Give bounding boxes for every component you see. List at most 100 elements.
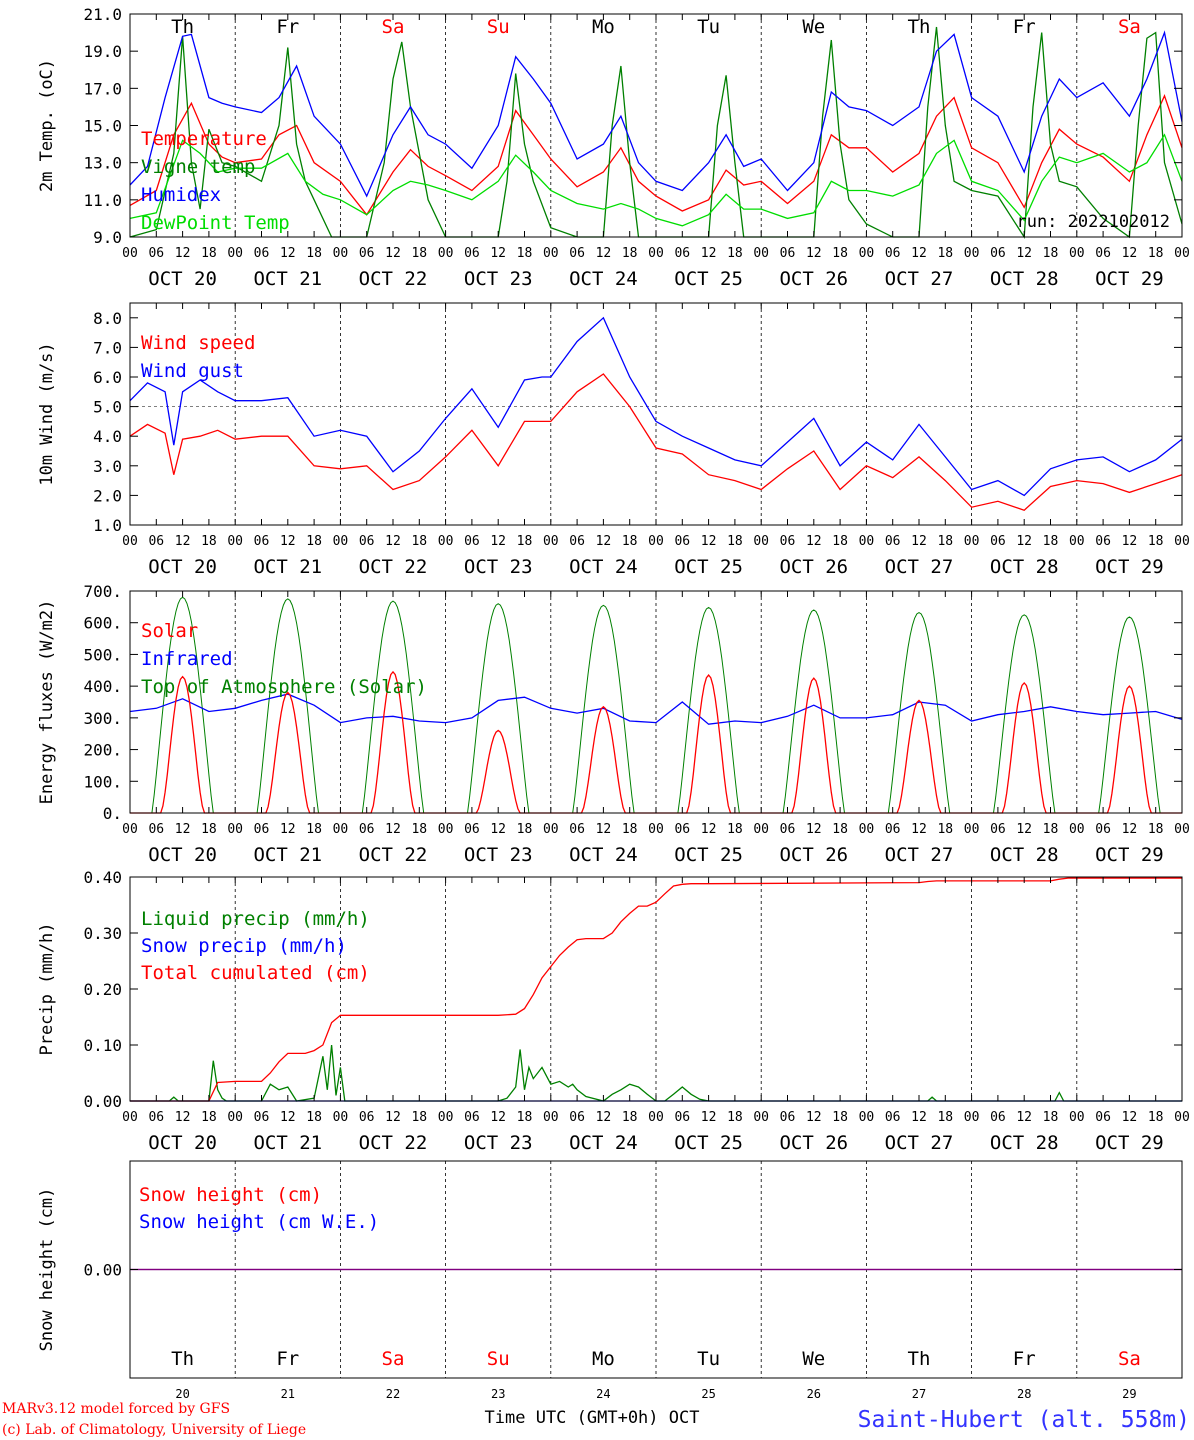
x-tick-label: 12 xyxy=(385,246,401,261)
day-name-top: Th xyxy=(908,16,931,38)
legend-entry: Wind gust xyxy=(141,360,244,382)
y-tick-label: 15.0 xyxy=(83,117,122,136)
date-label: OCT 28 xyxy=(990,556,1059,578)
x-tick-label: 12 xyxy=(175,822,191,837)
x-tick-label: 12 xyxy=(596,534,612,549)
x-tick-label: 00 xyxy=(333,246,349,261)
x-tick-label: 06 xyxy=(359,822,375,837)
day-number: 26 xyxy=(807,1387,821,1401)
y-tick-label: 6.0 xyxy=(93,368,122,387)
x-tick-label: 12 xyxy=(806,534,822,549)
x-tick-label: 00 xyxy=(122,534,138,549)
x-tick-label: 00 xyxy=(648,246,664,261)
x-tick-label: 18 xyxy=(832,822,848,837)
x-tick-label: 00 xyxy=(122,1110,138,1125)
x-tick-label: 18 xyxy=(517,822,533,837)
y-tick-label: 0.20 xyxy=(83,980,122,999)
x-tick-label: 18 xyxy=(306,822,322,837)
x-tick-label: 06 xyxy=(780,534,796,549)
date-label: OCT 26 xyxy=(779,268,848,290)
y-tick-label: 0.00 xyxy=(83,1261,122,1280)
day-number: 20 xyxy=(175,1387,189,1401)
x-tick-label: 18 xyxy=(201,534,217,549)
y-tick-label: 5.0 xyxy=(93,398,122,417)
legend-entry: Snow precip (mm/h) xyxy=(141,935,347,957)
x-tick-label: 00 xyxy=(1069,1110,1085,1125)
legend-entry: Solar xyxy=(141,620,198,642)
x-tick-label: 06 xyxy=(359,246,375,261)
day-name-bottom: Th xyxy=(908,1348,931,1370)
y-tick-label: 600. xyxy=(83,614,122,633)
x-tick-label: 00 xyxy=(227,822,243,837)
x-tick-label: 06 xyxy=(569,246,585,261)
x-tick-label: 18 xyxy=(201,1110,217,1125)
x-tick-label: 12 xyxy=(280,1110,296,1125)
x-tick-label: 18 xyxy=(832,246,848,261)
date-label: OCT 27 xyxy=(885,1132,954,1154)
x-tick-label: 00 xyxy=(648,1110,664,1125)
run-annotation: run: 2022102012 xyxy=(1016,212,1170,232)
x-tick-label: 18 xyxy=(201,822,217,837)
x-tick-label: 06 xyxy=(990,534,1006,549)
date-label: OCT 27 xyxy=(885,556,954,578)
x-tick-label: 18 xyxy=(1043,246,1059,261)
x-tick-label: 06 xyxy=(569,1110,585,1125)
day-name-bottom: Fr xyxy=(276,1348,299,1370)
y-tick-label: 19.0 xyxy=(83,42,122,61)
x-tick-label: 06 xyxy=(359,1110,375,1125)
x-tick-label: 00 xyxy=(859,1110,875,1125)
day-name-bottom: Th xyxy=(171,1348,194,1370)
x-tick-label: 06 xyxy=(885,822,901,837)
y-axis-title: 10m Wind (m/s) xyxy=(37,342,57,485)
day-name-top: Tu xyxy=(697,16,720,38)
legend-entry: Vigne temp xyxy=(141,156,255,178)
y-tick-label: 1.0 xyxy=(93,516,122,535)
x-tick-label: 00 xyxy=(753,534,769,549)
x-tick-label: 06 xyxy=(1095,534,1111,549)
series-line-wind-gust xyxy=(129,316,1183,497)
x-tick-label: 00 xyxy=(1069,534,1085,549)
x-tick-label: 18 xyxy=(1148,246,1164,261)
x-tick-label: 00 xyxy=(438,246,454,261)
x-tick-label: 00 xyxy=(438,1110,454,1125)
legend-entry: Temperature xyxy=(141,128,267,150)
date-label: OCT 23 xyxy=(464,844,533,866)
x-tick-label: 12 xyxy=(490,1110,506,1125)
x-tick-label: 00 xyxy=(122,822,138,837)
x-tick-label: 18 xyxy=(1148,1110,1164,1125)
credit-line-2: (c) Lab. of Climatology, University of L… xyxy=(2,1422,306,1438)
x-tick-label: 06 xyxy=(674,1110,690,1125)
x-tick-label: 06 xyxy=(148,534,164,549)
x-tick-label: 12 xyxy=(806,822,822,837)
legend-entry: Infrared xyxy=(141,648,233,670)
x-tick-label: 06 xyxy=(464,246,480,261)
x-tick-label: 12 xyxy=(490,534,506,549)
station-label: Saint-Hubert (alt. 558m) xyxy=(858,1407,1190,1433)
series-line-humidex xyxy=(129,30,1183,198)
labels-layer: 9.0 11.0 13.0 15.0 17.0 19.0 21.0 2m Temp. (oC)… xyxy=(37,5,1190,1401)
day-name-top: Fr xyxy=(1013,16,1036,38)
series-line-dewpoint-temp xyxy=(129,133,1183,227)
x-tick-label: 06 xyxy=(1095,1110,1111,1125)
y-tick-label: 8.0 xyxy=(93,309,122,328)
x-tick-label: 00 xyxy=(648,822,664,837)
x-tick-label: 12 xyxy=(280,534,296,549)
x-tick-label: 18 xyxy=(306,246,322,261)
x-tick-label: 12 xyxy=(280,822,296,837)
x-tick-label: 18 xyxy=(411,534,427,549)
x-tick-label: 00 xyxy=(122,246,138,261)
x-tick-label: 12 xyxy=(280,246,296,261)
day-number: 22 xyxy=(386,1387,400,1401)
date-label: OCT 22 xyxy=(359,844,428,866)
x-tick-label: 18 xyxy=(1043,1110,1059,1125)
y-tick-label: 0.30 xyxy=(83,924,122,943)
day-name-top: Mo xyxy=(592,16,615,38)
date-label: OCT 20 xyxy=(148,556,217,578)
x-tick-label: 00 xyxy=(648,534,664,549)
date-label: OCT 29 xyxy=(1095,844,1164,866)
date-label: OCT 25 xyxy=(674,268,743,290)
x-tick-label: 12 xyxy=(911,534,927,549)
date-label: OCT 22 xyxy=(359,268,428,290)
x-tick-label: 00 xyxy=(1174,1110,1190,1125)
